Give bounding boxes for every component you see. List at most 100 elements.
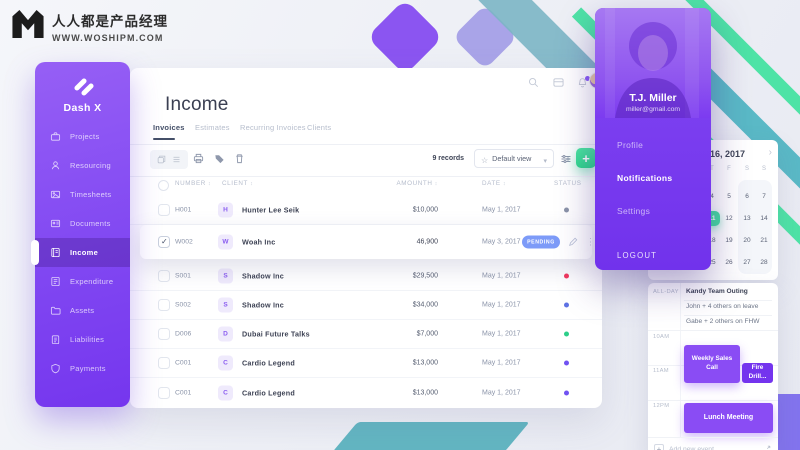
invoice-amount-editing[interactable]: 46,900 xyxy=(416,238,438,246)
select-all-checkbox[interactable] xyxy=(158,180,169,191)
briefcase-icon xyxy=(50,132,61,141)
table-row[interactable]: S002 S Shadow Inc $34,000 May 1, 2017 xyxy=(130,291,602,320)
add-invoice-button[interactable]: + xyxy=(576,148,596,168)
sidebar-item-assets[interactable]: Assets xyxy=(35,296,130,325)
calendar-day[interactable]: 5 xyxy=(727,193,731,200)
row-checkbox[interactable] xyxy=(158,386,170,399)
calendar-day[interactable]: 6 xyxy=(745,193,749,200)
calendar-day[interactable]: 14 xyxy=(760,215,768,222)
column-number[interactable]: NUMBER xyxy=(175,180,211,187)
row-checkbox[interactable] xyxy=(158,299,170,311)
filter-sliders-icon[interactable] xyxy=(560,153,572,165)
table-row[interactable]: C001 C Cardio Legend $13,000 May 1, 2017 xyxy=(130,349,602,378)
calendar-day[interactable]: 7 xyxy=(762,193,766,200)
sidebar-item-liabilities[interactable]: Liabilities xyxy=(35,325,130,354)
bell-icon[interactable] xyxy=(577,77,588,88)
plus-square-icon[interactable] xyxy=(654,444,664,450)
column-amount[interactable]: AMOUNTH xyxy=(370,180,438,187)
view-selector[interactable]: Default view xyxy=(474,149,554,168)
hour-line xyxy=(648,400,778,401)
event-lunch-meeting[interactable]: Lunch Meeting xyxy=(684,403,773,433)
expand-icon[interactable] xyxy=(762,445,771,450)
allday-event[interactable]: John + 4 others on leave xyxy=(686,303,759,310)
trash-icon[interactable] xyxy=(234,153,245,164)
sidebar-item-timesheets[interactable]: Timesheets xyxy=(35,180,130,209)
menu-item-settings[interactable]: Settings xyxy=(617,206,651,216)
tab-estimates[interactable]: Estimates xyxy=(195,123,230,132)
calendar-day[interactable]: 26 xyxy=(725,259,733,266)
allday-event[interactable]: Kandy Team Outing xyxy=(686,288,748,295)
income-panel: Income Invoices Estimates Recurring Invo… xyxy=(130,68,606,408)
row-checkbox[interactable] xyxy=(158,204,170,216)
watermark: 人人都是产品经理 WWW.WOSHIPM.COM xyxy=(12,10,168,43)
record-count: 9 records xyxy=(432,155,464,162)
calendar-day[interactable]: 4 xyxy=(710,193,714,200)
list-icon[interactable] xyxy=(172,155,181,164)
sidebar-item-label: Assets xyxy=(70,306,95,315)
kebab-menu-icon[interactable] xyxy=(586,237,595,248)
sidebar-item-income[interactable]: Income xyxy=(31,238,130,267)
client-avatar: C xyxy=(218,385,233,400)
logout-button[interactable]: LOGOUT xyxy=(617,251,658,260)
sidebar-item-label: Liabilities xyxy=(70,335,105,344)
calendar-day[interactable]: 20 xyxy=(743,237,751,244)
menu-item-notifications[interactable]: Notifications xyxy=(617,173,673,183)
chevron-right-icon[interactable] xyxy=(769,147,772,158)
apps-icon[interactable] xyxy=(553,77,564,88)
row-checkbox[interactable] xyxy=(158,328,170,340)
calendar-day[interactable]: 13 xyxy=(743,215,751,222)
calendar-day[interactable]: 12 xyxy=(725,215,733,222)
event-fire-drill[interactable]: Fire Drill... xyxy=(742,363,773,383)
row-checkbox-checked[interactable] xyxy=(158,236,170,248)
invoice-number: W002 xyxy=(175,238,193,246)
tab-clients[interactable]: Clients xyxy=(307,123,332,132)
column-date[interactable]: DATE xyxy=(482,180,506,187)
tab-invoices[interactable]: Invoices xyxy=(153,123,185,132)
calendar-day[interactable]: 21 xyxy=(760,237,768,244)
status-dot xyxy=(564,360,569,366)
client-name: Woah Inc xyxy=(242,237,276,247)
allday-event[interactable]: Gabe + 2 others on FHW xyxy=(686,318,760,325)
column-client[interactable]: CLIENT xyxy=(222,180,253,187)
table-row[interactable]: H001 H Hunter Lee Seik $10,000 May 1, 20… xyxy=(130,196,602,225)
table-row[interactable]: S001 S Shadow Inc $29,500 May 1, 2017 xyxy=(130,262,602,291)
divider xyxy=(684,300,772,301)
invoice-number: S001 xyxy=(175,272,191,280)
sidebar-item-documents[interactable]: Documents xyxy=(35,209,130,238)
column-status[interactable]: STATUS xyxy=(554,180,582,187)
sidebar-item-projects[interactable]: Projects xyxy=(35,122,130,151)
sidebar-item-payments[interactable]: Payments xyxy=(35,354,130,383)
calendar-day[interactable]: 27 xyxy=(743,259,751,266)
calendar-day[interactable]: 28 xyxy=(760,259,768,266)
tab-recurring-invoices[interactable]: Recurring Invoices xyxy=(240,123,306,132)
edit-pencil-icon[interactable] xyxy=(568,237,578,247)
client-avatar: S xyxy=(218,297,233,313)
event-weekly-sales-call[interactable]: Weekly Sales Call xyxy=(684,345,740,383)
table-row-selected[interactable]: W002 W Woah Inc 46,900 May 3, 2017 PENDI… xyxy=(140,225,592,259)
sidebar-item-resourcing[interactable]: Resourcing xyxy=(35,151,130,180)
add-event-row[interactable]: Add new event xyxy=(648,438,778,450)
table-row[interactable]: D006 D Dubai Future Talks $7,000 May 1, … xyxy=(130,320,602,349)
decor-diamond-purple xyxy=(366,0,444,76)
row-checkbox[interactable] xyxy=(158,270,170,282)
table-header: NUMBER CLIENT AMOUNTH DATE STATUS xyxy=(130,180,602,196)
weekend-highlight xyxy=(738,180,772,274)
table-row[interactable]: C001 C Cardio Legend $13,000 May 1, 2017 xyxy=(130,378,602,407)
client-name: Cardio Legend xyxy=(242,358,295,368)
invoice-number: C001 xyxy=(175,389,192,396)
tag-icon[interactable] xyxy=(214,153,225,164)
document-icon xyxy=(50,219,61,228)
copy-icon[interactable] xyxy=(157,155,166,164)
sidebar-item-label: Income xyxy=(70,248,99,257)
row-checkbox[interactable] xyxy=(158,357,170,369)
menu-item-profile[interactable]: Profile xyxy=(617,140,644,150)
calendar-day[interactable]: 25 xyxy=(708,259,716,266)
status-badge: PENDING xyxy=(522,235,560,249)
sidebar-item-expenditure[interactable]: Expenditure xyxy=(35,267,130,296)
print-icon[interactable] xyxy=(193,153,204,164)
calendar-day[interactable]: 19 xyxy=(725,237,733,244)
search-icon[interactable] xyxy=(528,77,539,88)
weekday-label: S xyxy=(744,166,749,172)
calendar-day[interactable]: 18 xyxy=(708,237,716,244)
